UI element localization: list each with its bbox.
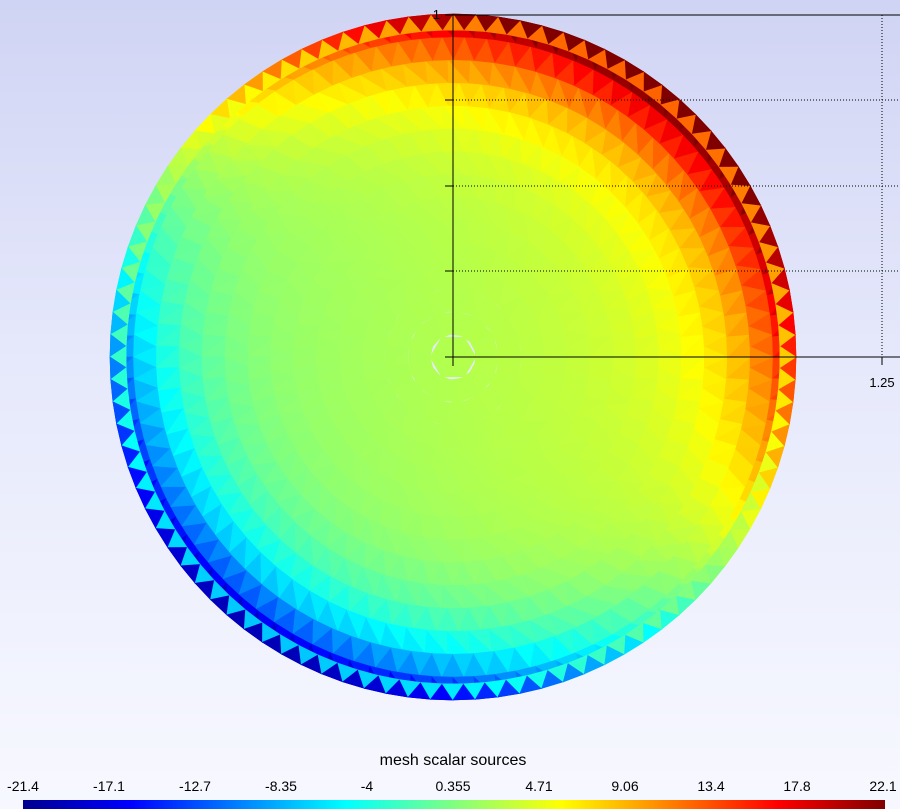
- colorbar-tick-label: 17.8: [783, 778, 811, 794]
- colorbar-tick-label: 9.06: [611, 778, 639, 794]
- colorbar-tick-label: 22.1: [869, 778, 897, 794]
- mesh-disk: [109, 13, 797, 701]
- colorbar-tick-label: 13.4: [697, 778, 725, 794]
- colorbar-tick-label: 4.71: [525, 778, 553, 794]
- y-tick-label: 1: [433, 7, 440, 22]
- colorbar-tick-label: 0.355: [435, 778, 471, 794]
- colorbar-tick-label: -21.4: [7, 778, 39, 794]
- axes-grid: 1.25 1: [433, 7, 900, 390]
- colorbar-tick-label: -4: [360, 778, 374, 794]
- colorbar-title: mesh scalar sources: [379, 752, 527, 769]
- colorbar-tick-label: -8.35: [265, 778, 297, 794]
- colorbar-tick-label: -17.1: [93, 778, 125, 794]
- colorbar-tick-label: -12.7: [179, 778, 211, 794]
- x-tick-label: 1.25: [869, 375, 894, 390]
